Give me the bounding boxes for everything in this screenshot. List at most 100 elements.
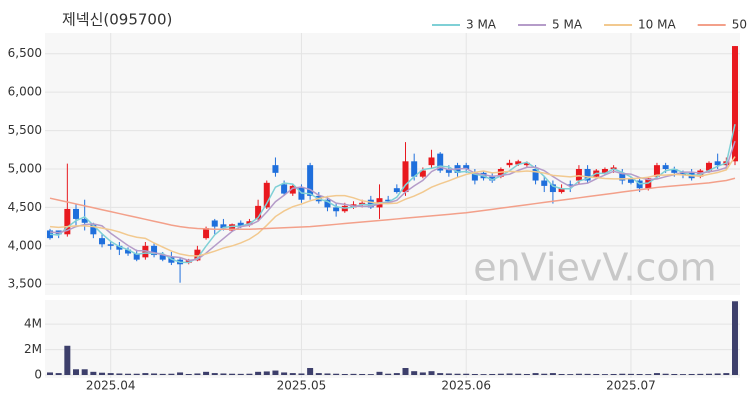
volume-bar bbox=[610, 373, 617, 375]
candle-body bbox=[402, 161, 409, 193]
volume-tick-label: 2M bbox=[24, 342, 42, 356]
volume-bar bbox=[211, 373, 218, 375]
volume-bar bbox=[263, 371, 270, 375]
candle-body bbox=[393, 188, 400, 193]
volume-bar bbox=[393, 373, 400, 375]
volume-tick-label: 4M bbox=[24, 317, 42, 331]
y-tick-label: 3,500 bbox=[8, 277, 42, 291]
candle-body bbox=[133, 253, 140, 260]
volume-bar bbox=[324, 373, 331, 375]
candle-body bbox=[220, 224, 227, 229]
candle-body bbox=[437, 153, 444, 171]
volume-bar bbox=[584, 373, 591, 375]
volume-bar bbox=[55, 373, 62, 375]
volume-bar bbox=[732, 301, 738, 375]
candle-body bbox=[359, 202, 366, 205]
y-tick-label: 5,500 bbox=[8, 123, 42, 137]
y-tick-label: 5,000 bbox=[8, 161, 42, 175]
volume-bar bbox=[688, 373, 695, 375]
candle-body bbox=[107, 244, 114, 246]
candle-body bbox=[159, 255, 166, 260]
volume-bar bbox=[73, 369, 80, 375]
candle-body bbox=[272, 165, 279, 173]
volume-bar bbox=[81, 369, 88, 375]
volume-bar bbox=[272, 370, 279, 375]
volume-bar bbox=[385, 373, 392, 375]
volume-bar bbox=[723, 373, 730, 375]
y-tick-label: 6,500 bbox=[8, 46, 42, 60]
volume-bar bbox=[428, 371, 435, 375]
volume-bar bbox=[185, 373, 192, 375]
candle-body bbox=[90, 224, 97, 235]
x-tick-label: 2025.06 bbox=[441, 379, 491, 393]
volume-bar bbox=[454, 373, 461, 375]
volume-bar bbox=[142, 373, 149, 375]
candle-body bbox=[541, 180, 548, 186]
volume-bar bbox=[341, 373, 348, 375]
candle-body bbox=[671, 168, 678, 173]
candle-body bbox=[185, 260, 192, 263]
candle-body bbox=[567, 184, 574, 186]
candle-body bbox=[705, 162, 712, 171]
volume-bar bbox=[671, 373, 678, 375]
volume-bar bbox=[523, 373, 530, 375]
watermark: enVievV.com bbox=[473, 246, 716, 290]
candle-body bbox=[523, 162, 530, 166]
legend-label: 50 MA bbox=[732, 18, 750, 32]
ma-line bbox=[49, 177, 736, 231]
volume-bar bbox=[619, 373, 626, 375]
volume-bar bbox=[159, 373, 166, 375]
candle-body bbox=[194, 249, 201, 261]
candle-body bbox=[619, 172, 626, 181]
volume-bar bbox=[90, 371, 97, 375]
volume-bar bbox=[532, 373, 539, 375]
candle-body bbox=[532, 168, 539, 181]
y-tick-label: 4,500 bbox=[8, 200, 42, 214]
volume-bar bbox=[333, 373, 340, 375]
volume-bar bbox=[281, 372, 288, 375]
candle-body bbox=[471, 172, 478, 181]
volume-bar bbox=[376, 371, 383, 375]
legend-label: 5 MA bbox=[552, 18, 583, 32]
volume-bar bbox=[636, 373, 643, 375]
volume-bar bbox=[64, 345, 71, 375]
volume-bar bbox=[220, 373, 227, 375]
candle-body bbox=[411, 161, 418, 177]
legend-label: 3 MA bbox=[466, 18, 497, 32]
volume-bar bbox=[350, 373, 357, 375]
volume-bar bbox=[541, 373, 548, 375]
candle-body bbox=[445, 168, 452, 173]
volume-bar bbox=[506, 373, 513, 375]
candle-body bbox=[99, 238, 106, 245]
volume-bar bbox=[151, 373, 158, 375]
candle-body bbox=[263, 182, 270, 208]
candle-body bbox=[281, 184, 288, 194]
candle-body bbox=[463, 165, 470, 169]
candle-body bbox=[333, 207, 340, 212]
candle-body bbox=[289, 185, 296, 194]
volume-bar bbox=[255, 371, 262, 375]
candle-body bbox=[73, 208, 80, 219]
candle-body bbox=[419, 170, 426, 177]
volume-bar bbox=[237, 373, 244, 375]
candle-body bbox=[229, 224, 236, 231]
candle-body bbox=[558, 188, 565, 193]
volume-bar bbox=[515, 373, 522, 375]
candle-body bbox=[732, 46, 738, 162]
volume-bar bbox=[307, 368, 314, 375]
candle-body bbox=[584, 168, 591, 181]
volume-bar bbox=[558, 373, 565, 375]
volume-bar bbox=[497, 373, 504, 375]
volume-bar bbox=[705, 373, 712, 375]
volume-bar bbox=[47, 372, 53, 375]
candle-body bbox=[662, 165, 669, 169]
volume-bar bbox=[653, 373, 660, 375]
volume-bar bbox=[194, 373, 201, 375]
volume-bar bbox=[99, 372, 106, 375]
candle-body bbox=[679, 172, 686, 176]
candle-body bbox=[255, 205, 262, 219]
volume-bar bbox=[679, 374, 686, 375]
volume-bar bbox=[168, 373, 175, 375]
